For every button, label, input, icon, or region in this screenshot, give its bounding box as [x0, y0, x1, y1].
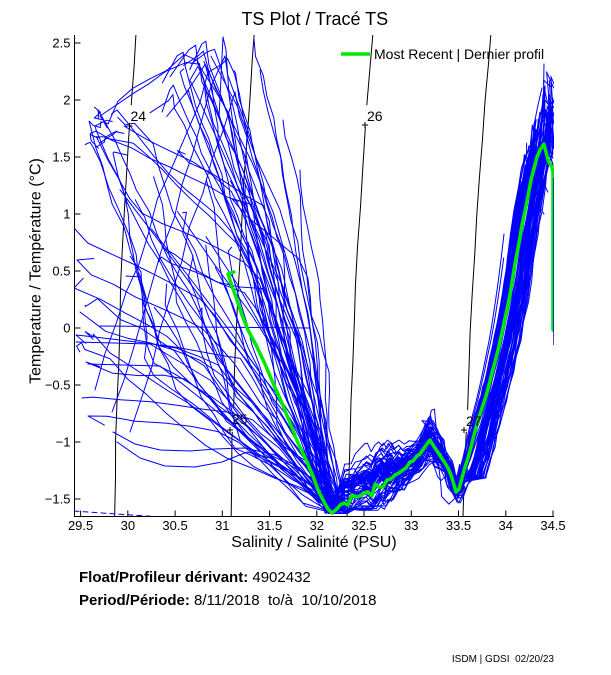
svg-text:34: 34	[499, 518, 513, 533]
svg-text:33: 33	[404, 518, 418, 533]
svg-text:31.5: 31.5	[257, 518, 282, 533]
svg-text:−0.5: −0.5	[45, 378, 71, 393]
svg-text:32: 32	[310, 518, 324, 533]
svg-text:2.5: 2.5	[52, 36, 70, 51]
svg-text:0.5: 0.5	[52, 264, 70, 279]
svg-text:29.5: 29.5	[68, 518, 93, 533]
svg-text:30: 30	[121, 518, 135, 533]
svg-text:Float/Profileur dérivant: 4902: Float/Profileur dérivant: 4902432	[79, 569, 311, 586]
svg-text:TS Plot / Tracé TS: TS Plot / Tracé TS	[241, 9, 388, 29]
svg-text:32.5: 32.5	[351, 518, 376, 533]
svg-text:0: 0	[63, 321, 70, 336]
svg-text:33.5: 33.5	[446, 518, 471, 533]
svg-text:34.5: 34.5	[540, 518, 565, 533]
svg-text:2: 2	[63, 93, 70, 108]
svg-text:24: 24	[131, 108, 147, 124]
svg-text:Most Recent | Dernier profil: Most Recent | Dernier profil	[374, 46, 544, 62]
svg-text:26: 26	[367, 108, 383, 124]
svg-text:−1.5: −1.5	[45, 492, 71, 507]
svg-text:1: 1	[63, 207, 70, 222]
svg-text:ISDM | GDSI 02/20/23: ISDM | GDSI 02/20/23	[452, 654, 555, 665]
svg-text:Salinity / Salinité (PSU): Salinity / Salinité (PSU)	[231, 534, 396, 551]
svg-text:30.5: 30.5	[162, 518, 187, 533]
svg-text:31: 31	[215, 518, 229, 533]
svg-text:Temperature / Température (°C): Temperature / Température (°C)	[28, 158, 45, 384]
svg-text:Period/Période: 8/11/2018 to/: Period/Période: 8/11/2018 to/à 10/10/201…	[79, 592, 376, 609]
svg-text:27: 27	[466, 413, 482, 429]
svg-text:25: 25	[232, 411, 248, 427]
svg-text:1.5: 1.5	[52, 150, 70, 165]
svg-text:−1: −1	[56, 435, 71, 450]
